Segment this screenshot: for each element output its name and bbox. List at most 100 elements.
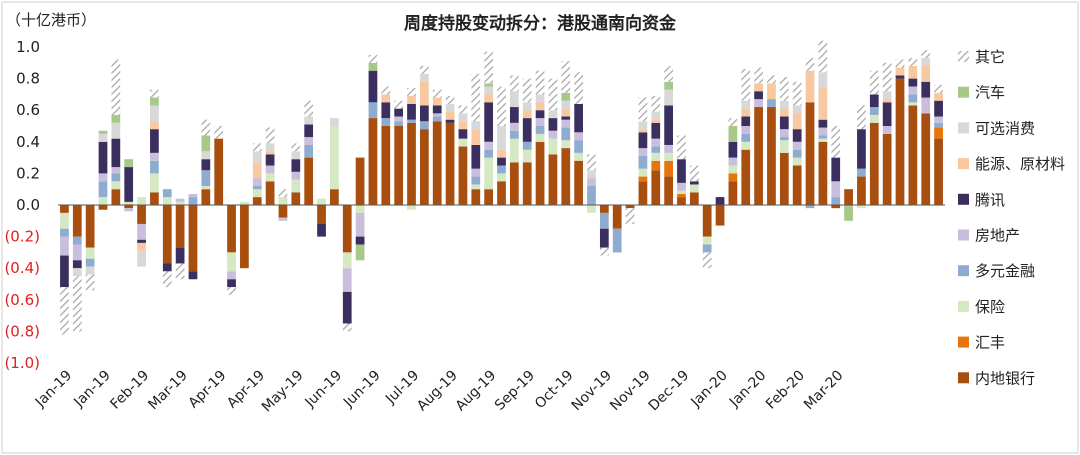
bar-segment — [702, 205, 712, 237]
bar-segment — [561, 140, 571, 149]
bar-segment — [227, 279, 236, 288]
bar-segment — [432, 116, 442, 122]
bar-segment — [831, 181, 841, 198]
bar-segment — [715, 205, 725, 226]
bar-segment — [574, 160, 583, 205]
bar-segment — [779, 116, 789, 130]
bar-segment — [728, 173, 738, 182]
bar-segment — [561, 61, 571, 93]
bar-segment — [779, 140, 789, 153]
bar-segment — [638, 156, 648, 169]
bar-segment — [394, 126, 404, 205]
bar-segment — [265, 127, 275, 144]
bar-segment — [728, 141, 738, 158]
legend-label: 汽车 — [975, 84, 1005, 102]
bar-segment — [124, 167, 134, 202]
bar-segment — [895, 75, 905, 79]
bar-segment — [857, 176, 866, 205]
bar-segment — [162, 197, 172, 205]
bar-segment — [561, 116, 571, 120]
bar-segment — [574, 103, 583, 133]
bar-segment — [252, 151, 262, 163]
bar-segment — [278, 217, 288, 221]
bar-segment — [908, 105, 918, 205]
bar-segment — [921, 113, 931, 205]
bar-segment — [509, 122, 519, 131]
bar-segment — [921, 81, 931, 98]
bar-segment — [792, 149, 802, 158]
bar-segment — [779, 129, 789, 138]
bar-segment — [792, 81, 802, 106]
bar-segment — [484, 189, 494, 205]
bar-segment — [831, 205, 841, 209]
bar-segment — [162, 263, 172, 272]
bar-segment — [407, 88, 416, 96]
bar-segment — [754, 67, 763, 84]
bar-segment — [458, 146, 468, 205]
bar-segment — [741, 141, 751, 150]
bar-segment — [818, 119, 828, 128]
bar-segment — [638, 148, 648, 157]
bar-segment — [252, 197, 262, 205]
bar-segment — [175, 201, 185, 205]
bar-segment — [368, 102, 378, 119]
y-tick-label: (1.0) — [4, 354, 40, 372]
bar-segment — [85, 258, 95, 267]
bar-segment — [201, 186, 211, 190]
bar-segment — [72, 205, 82, 237]
bar-segment — [651, 160, 661, 171]
bar-segment — [227, 205, 236, 253]
bar-segment — [535, 133, 545, 142]
bar-segment — [522, 110, 532, 119]
bar-segment — [150, 192, 159, 205]
bar-segment — [111, 114, 121, 123]
bar-segment — [150, 121, 159, 130]
bar-segment — [214, 126, 224, 139]
bar-segment — [188, 271, 198, 280]
bar-segment — [805, 70, 815, 103]
bar-segment — [420, 121, 429, 130]
bar-segment — [497, 157, 506, 166]
bar-segment — [689, 192, 699, 205]
bar-segment — [509, 138, 519, 163]
bar-segment — [625, 208, 635, 224]
bar-segment — [471, 144, 481, 169]
bar-segment — [908, 86, 918, 95]
bar-segment — [934, 138, 943, 205]
bar-segment — [111, 181, 121, 190]
bar-segment — [741, 133, 751, 142]
bar-segment — [432, 97, 442, 106]
legend-swatch — [958, 229, 969, 241]
bar-segment — [458, 121, 468, 130]
bar-segment — [497, 86, 506, 126]
bar-segment — [162, 205, 172, 264]
bar-segment — [818, 127, 828, 136]
bar-segment — [407, 103, 416, 120]
bar-segment — [857, 168, 866, 177]
bar-segment — [702, 236, 712, 245]
bar-segment — [227, 287, 236, 296]
bar-segment — [484, 102, 494, 142]
bar-segment — [227, 271, 236, 280]
bar-segment — [574, 132, 583, 141]
bar-segment — [728, 118, 738, 126]
bar-segment — [484, 94, 494, 103]
bar-segment — [599, 247, 609, 256]
bar-segment — [754, 91, 763, 100]
bar-segment — [651, 170, 661, 205]
bar-segment — [908, 65, 918, 79]
bar-segment — [342, 268, 352, 292]
y-tick-label: 0.4 — [16, 133, 40, 151]
bar-segment — [265, 151, 275, 155]
bar-segment — [664, 89, 673, 106]
bar-segment — [934, 92, 943, 101]
legend-swatch — [958, 122, 969, 134]
bar-segment — [792, 129, 802, 142]
bar-segment — [561, 108, 571, 117]
bar-segment — [201, 151, 211, 160]
bar-segment — [677, 135, 686, 160]
bar-segment — [368, 62, 378, 71]
bar-segment — [702, 252, 712, 269]
bar-segment — [330, 118, 339, 126]
